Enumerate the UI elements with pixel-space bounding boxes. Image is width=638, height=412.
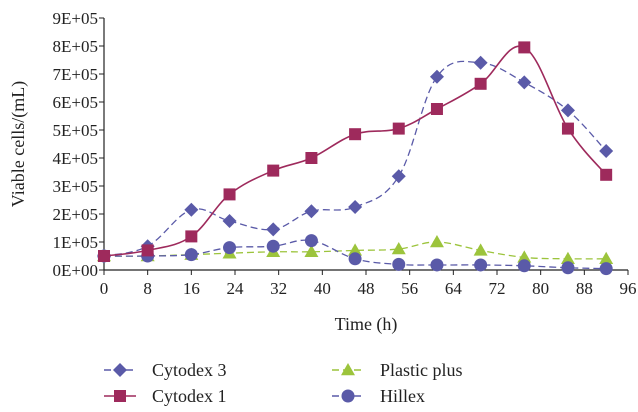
data-point-plastic-plus — [517, 250, 532, 263]
data-point-cytodex-3 — [599, 144, 614, 158]
data-point-cytodex-1 — [430, 103, 443, 115]
legend-swatch-marker — [114, 390, 126, 402]
legend-item-cytodex-3: Cytodex 3 — [104, 360, 227, 380]
data-point-cytodex-3 — [391, 169, 406, 184]
data-point-cytodex-3 — [304, 204, 319, 219]
x-axis-title: Time (h) — [335, 314, 398, 335]
legend-swatch-marker — [113, 363, 127, 377]
legend: Cytodex 3 Plastic plus Cytodex 1 Hillex — [104, 360, 463, 406]
data-point-plastic-plus — [473, 243, 488, 256]
y-ticks: 0E+00 1E+05 2E+05 3E+05 4E+05 5E+05 6E+05 7E+05… — [53, 9, 104, 280]
y-tick-label: 6E+05 — [53, 93, 98, 112]
x-tick-label: 0 — [100, 279, 109, 298]
data-point-cytodex-3 — [266, 222, 281, 237]
data-point-plastic-plus — [429, 235, 444, 248]
x-tick-label: 16 — [183, 279, 200, 298]
data-point-cytodex-1 — [561, 122, 574, 135]
data-point-cytodex-1 — [267, 164, 280, 177]
data-point-cytodex-3 — [517, 75, 532, 90]
data-point-cytodex-1 — [600, 168, 613, 181]
y-tick-label: 1E+05 — [53, 233, 98, 252]
x-tick-label: 72 — [489, 279, 506, 298]
data-point-cytodex-3 — [184, 202, 199, 217]
x-tick-label: 56 — [401, 279, 418, 298]
data-point-plastic-plus — [304, 244, 319, 258]
data-point-cytodex-3 — [429, 69, 444, 84]
legend-label: Cytodex 3 — [152, 360, 227, 380]
legend-item-cytodex-1: Cytodex 1 — [104, 386, 227, 406]
data-point-hillex — [392, 257, 406, 271]
x-tick-label: 64 — [445, 279, 463, 298]
data-point-plastic-plus — [348, 243, 363, 256]
legend-item-plastic-plus: Plastic plus — [332, 360, 463, 380]
x-tick-label: 32 — [270, 279, 287, 298]
y-tick-label: 5E+05 — [53, 121, 98, 140]
x-tick-label: 24 — [227, 279, 245, 298]
data-point-cytodex-1 — [474, 77, 487, 90]
x-ticks: 0 8 16 24 32 40 48 56 64 72 80 88 96 — [100, 270, 637, 298]
data-point-cytodex-1 — [185, 230, 198, 243]
data-point-hillex — [304, 234, 318, 248]
axes — [103, 18, 628, 271]
legend-label: Cytodex 1 — [152, 386, 227, 406]
legend-label: Hillex — [380, 386, 425, 406]
x-tick-label: 88 — [576, 279, 593, 298]
legend-swatch-marker — [341, 363, 355, 376]
y-axis-title: Viable cells/(mL) — [8, 81, 29, 207]
data-point-hillex — [474, 258, 488, 272]
x-tick-label: 8 — [143, 279, 152, 298]
y-tick-label: 3E+05 — [53, 177, 98, 196]
data-point-hillex — [430, 258, 444, 272]
series-cytodex-1 — [98, 41, 613, 262]
series-line-cytodex-1 — [103, 45, 607, 257]
data-point-hillex — [348, 252, 362, 266]
data-point-plastic-plus — [560, 251, 575, 265]
data-point-hillex — [184, 248, 198, 262]
legend-swatch-marker — [341, 389, 355, 403]
data-point-hillex — [561, 261, 575, 275]
data-point-hillex — [266, 239, 280, 253]
data-point-cytodex-1 — [223, 188, 236, 201]
data-point-hillex — [599, 262, 613, 276]
y-tick-label: 8E+05 — [53, 37, 98, 56]
x-tick-label: 40 — [314, 279, 331, 298]
series-line-cytodex-3 — [103, 60, 607, 257]
data-point-plastic-plus — [391, 242, 406, 255]
y-tick-label: 2E+05 — [53, 205, 98, 224]
y-tick-label: 4E+05 — [53, 149, 98, 168]
data-point-plastic-plus — [599, 251, 614, 265]
data-point-cytodex-1 — [305, 152, 318, 164]
data-point-cytodex-3 — [560, 103, 575, 118]
series-layer — [97, 41, 614, 276]
y-tick-label: 9E+05 — [53, 9, 98, 28]
data-point-cytodex-3 — [348, 200, 363, 214]
legend-label: Plastic plus — [380, 360, 463, 380]
data-point-cytodex-3 — [222, 214, 237, 228]
data-point-hillex — [223, 241, 237, 255]
data-point-cytodex-1 — [349, 128, 362, 141]
series-cytodex-3 — [97, 55, 614, 263]
y-tick-label: 7E+05 — [53, 65, 98, 84]
y-tick-label: 0E+00 — [53, 261, 98, 280]
x-tick-label: 80 — [532, 279, 549, 298]
data-point-cytodex-1 — [141, 244, 154, 257]
x-tick-label: 48 — [358, 279, 375, 298]
data-point-cytodex-1 — [98, 250, 110, 262]
legend-item-hillex: Hillex — [332, 386, 425, 406]
data-point-cytodex-1 — [518, 41, 531, 54]
data-point-cytodex-3 — [473, 55, 488, 70]
data-point-hillex — [517, 259, 531, 273]
data-point-cytodex-1 — [392, 122, 405, 135]
x-tick-label: 96 — [620, 279, 637, 298]
